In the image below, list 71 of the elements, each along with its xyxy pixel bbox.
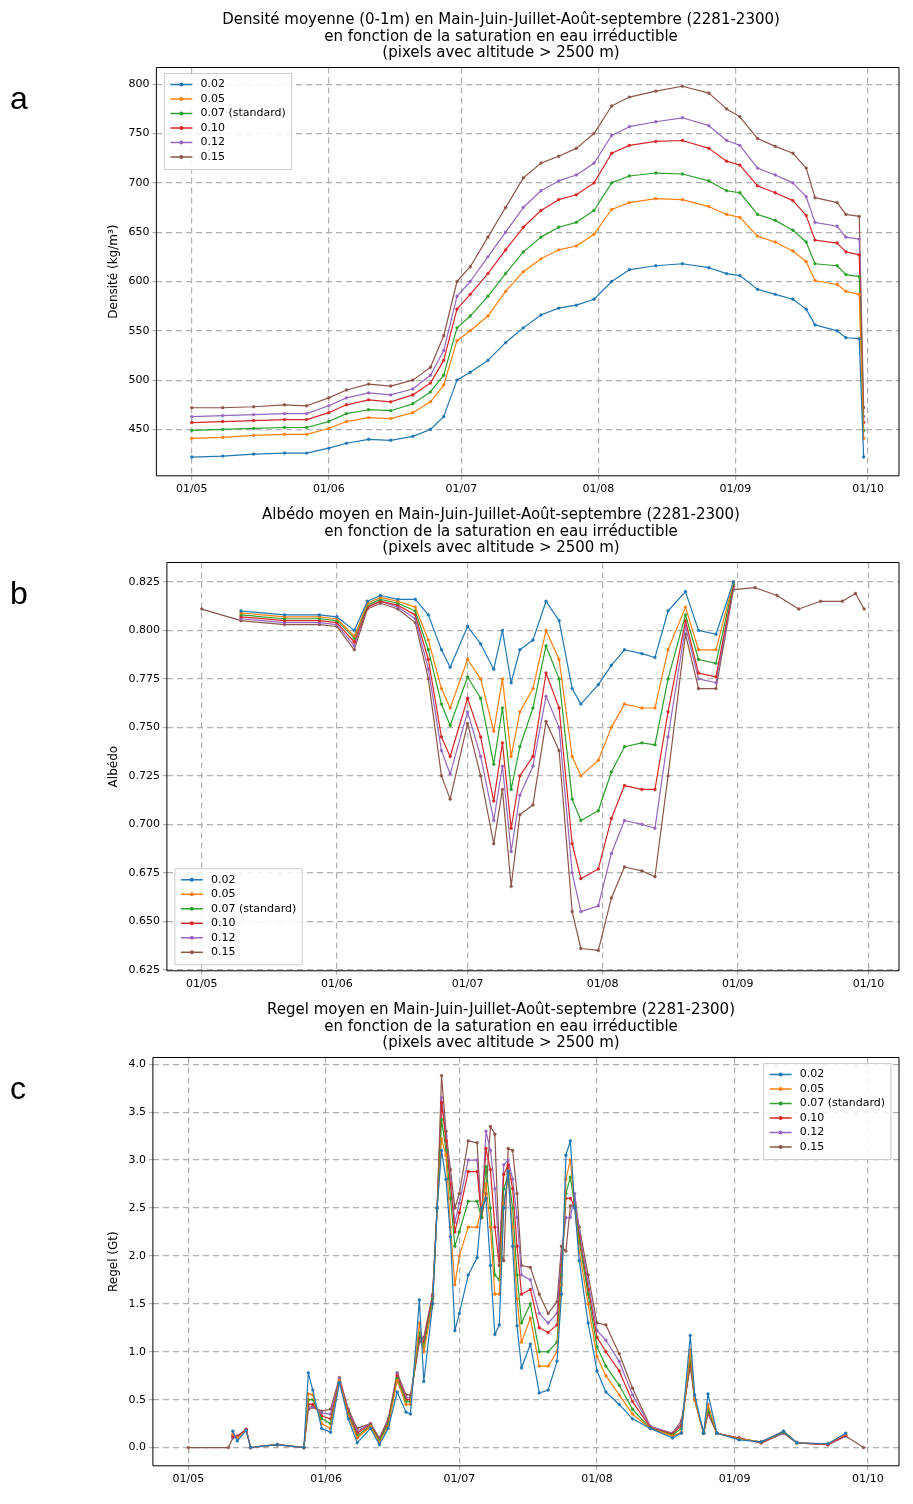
chart-title: Albédo moyen en Main-Juin-Juillet-Août-septembre (2281-2300) en fonction de la saturation en eau irréductible (pixels avec altitude > 2500 m): [262, 505, 740, 557]
y-tick-label: 2.5: [128, 1200, 146, 1214]
x-tick-label: 01/08: [586, 977, 619, 991]
text: a: [10, 80, 28, 117]
y-tick-label: 0.725: [128, 768, 160, 782]
legend-label: 0.15: [799, 1139, 825, 1153]
x-tick-label: 01/09: [721, 977, 754, 991]
chart-title: Densité moyenne (0-1m) en Main-Juin-Juillet-Août-septembre (2281-2300) en fonction de la saturation en eau irréductible (pixels avec altitude > 2500 m): [222, 10, 780, 62]
y-tick-label: 0.625: [128, 962, 160, 976]
text: b: [10, 575, 28, 612]
y-tick-label: 800: [128, 77, 150, 91]
legend-label: 0.02: [799, 1067, 825, 1081]
x-tick-label: 01/10: [852, 482, 884, 496]
legend-label: 0.12: [799, 1125, 825, 1139]
y-tick-label: 1.0: [128, 1344, 146, 1358]
x-tick-label: 01/08: [581, 1472, 613, 1486]
text: c: [10, 1070, 26, 1107]
y-axis-title: Densité (kg/m³): [106, 224, 121, 319]
y-tick-label: 0.675: [128, 865, 160, 879]
y-tick-label: 550: [128, 323, 150, 337]
y-tick-label: 4.0: [128, 1057, 146, 1071]
legend-label: 0.12: [210, 930, 236, 944]
y-tick-label: 2.0: [128, 1248, 146, 1262]
y-tick-label: 0.650: [128, 914, 160, 928]
legend-label: 0.05: [799, 1081, 825, 1095]
x-tick-label: 01/09: [719, 482, 752, 496]
x-tick-label: 01/05: [172, 1472, 205, 1486]
y-tick-label: 0.825: [128, 574, 160, 588]
legend-label: 0.12: [200, 135, 225, 149]
y-tick-label: 0.750: [128, 720, 160, 734]
x-tick-label: 01/10: [852, 1472, 884, 1486]
legend-label: 0.05: [210, 887, 236, 901]
legend-label: 0.10: [210, 916, 236, 930]
legend-label: 0.10: [200, 120, 225, 134]
legend-label: 0.02: [200, 77, 225, 91]
legend-label: 0.15: [210, 945, 236, 959]
x-tick-label: 01/07: [451, 977, 484, 991]
legend-label: 0.07 (standard): [200, 106, 286, 120]
y-tick-label: 750: [128, 126, 150, 140]
y-tick-label: 0.0: [128, 1440, 146, 1454]
legend-label: 0.07 (standard): [210, 901, 297, 915]
y-tick-label: 650: [128, 225, 150, 239]
y-tick-label: 600: [128, 274, 150, 288]
y-tick-label: 450: [128, 422, 150, 436]
x-tick-label: 01/07: [443, 1472, 476, 1486]
x-tick-label: 01/10: [852, 977, 885, 991]
x-tick-label: 01/05: [175, 482, 208, 496]
y-tick-label: 3.5: [128, 1104, 146, 1118]
legend-label: 0.15: [200, 149, 225, 163]
x-tick-label: 01/07: [445, 482, 478, 496]
x-tick-label: 01/06: [320, 977, 353, 991]
y-tick-label: 0.800: [128, 623, 160, 637]
x-tick-label: 01/08: [582, 482, 615, 496]
legend-label: 0.10: [799, 1110, 825, 1124]
chart-title: Regel moyen en Main-Juin-Juillet-Août-septembre (2281-2300) en fonction de la saturation en eau irréductible (pixels avec altitude > 2500 m): [267, 1000, 735, 1052]
x-tick-label: 01/06: [310, 1472, 342, 1486]
legend-label: 0.05: [200, 91, 225, 105]
y-tick-label: 0.775: [128, 671, 160, 685]
y-tick-label: 0.5: [128, 1392, 146, 1406]
y-tick-label: 500: [128, 372, 150, 386]
y-axis-title: Albédo: [106, 745, 121, 788]
x-tick-label: 01/06: [312, 482, 345, 496]
legend-label: 0.07 (standard): [799, 1096, 886, 1110]
y-axis-title: Regel (Gt): [106, 1231, 121, 1292]
y-tick-label: 1.5: [128, 1296, 146, 1310]
x-tick-label: 01/09: [718, 1472, 751, 1486]
x-tick-label: 01/05: [185, 977, 218, 991]
y-tick-label: 700: [128, 175, 150, 189]
legend-label: 0.02: [210, 872, 236, 886]
y-tick-label: 0.700: [128, 817, 160, 831]
y-tick-label: 3.0: [128, 1152, 146, 1166]
